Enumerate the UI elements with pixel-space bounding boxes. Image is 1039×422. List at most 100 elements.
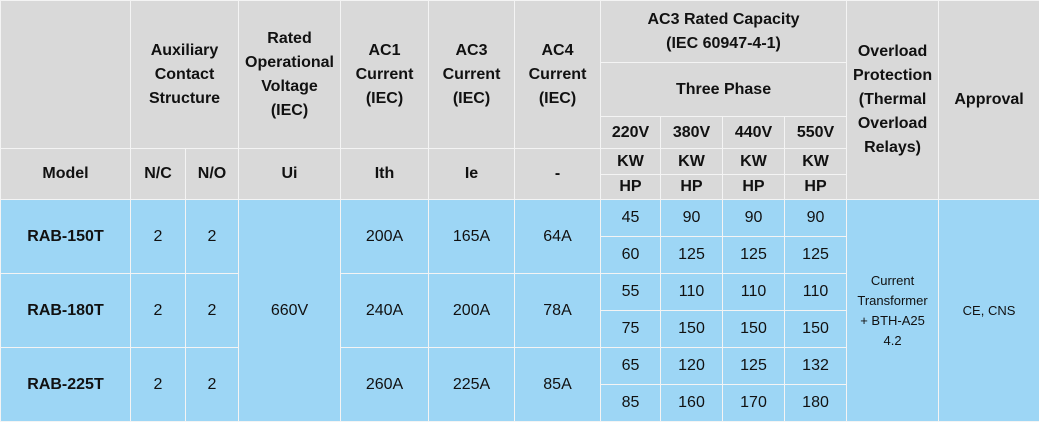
table-row: RAB-180T 2 2 240A 200A 78A 55 110 110 110	[0, 273, 1039, 348]
text-line: Contact	[154, 65, 215, 83]
table-cell: 64A	[514, 199, 601, 274]
text-line: (IEC)	[538, 89, 577, 107]
table-cell: 90	[722, 199, 785, 237]
table-cell: Ui	[238, 148, 341, 200]
table-cell: 45	[600, 199, 661, 237]
table-cell: RAB-225T	[0, 347, 131, 422]
table-row: Auxiliary Contact Structure Rated Operationa…	[0, 0, 1039, 200]
table-cell: KW	[722, 148, 785, 175]
table-row: RAB-150T 2 2 660V 200A 165A 64A 45 90 90 90 Current…	[0, 199, 1039, 422]
table-cell: Ith	[340, 148, 429, 200]
table-cell: AC3 Rated Capacity (IEC 60947-4-1)	[599, 0, 848, 63]
table-cell: 125	[722, 236, 785, 274]
table-cell: 2	[130, 273, 186, 348]
table-cell: 550V	[783, 116, 848, 149]
text-line: Current	[442, 65, 501, 83]
table-cell: 120	[660, 347, 723, 385]
table-cell: 160	[660, 384, 723, 422]
table-cell: 150	[722, 310, 785, 348]
text-line: Auxiliary	[150, 41, 219, 59]
table-cell	[0, 0, 131, 149]
table-cell: N/C	[130, 148, 186, 200]
table-row: Model N/C N/O Ui Ith Ie - KW KW KW KW	[0, 148, 1039, 200]
table-cell: 150	[660, 310, 723, 348]
table-cell: KW	[660, 148, 723, 175]
table-cell: 380V	[660, 116, 723, 149]
table-cell: 660V	[238, 199, 341, 422]
text-line: Current	[870, 272, 915, 288]
table-cell: N/O	[185, 148, 239, 200]
table-cell: AC3 Current (IEC)	[428, 0, 515, 149]
table-cell: 150	[783, 310, 848, 348]
table-cell: KW	[783, 148, 848, 175]
table-cell: 240A	[340, 273, 429, 348]
text-line: + BTH-A25	[860, 312, 925, 328]
table-cell: 260A	[340, 347, 429, 422]
text-line: (IEC)	[452, 89, 491, 107]
table-cell: 2	[130, 347, 186, 422]
table-row: 220V 380V 440V 550V	[1, 116, 1039, 149]
text-line: Relays)	[864, 139, 921, 156]
text-line: AC3 Rated Capacity	[647, 10, 800, 28]
table-cell: 75	[600, 310, 661, 348]
table-cell: 200A	[340, 199, 429, 274]
table-cell: 2	[185, 273, 239, 348]
table-cell: RAB-180T	[0, 273, 131, 348]
table-cell: 55	[600, 273, 661, 311]
table-cell: AC4 Current (IEC)	[514, 0, 601, 149]
table-row: HP HP HP HP	[1, 174, 1039, 200]
table-cell: 85	[600, 384, 661, 422]
table-row: 60 125 125 125	[1, 236, 1039, 274]
text-line: Voltage	[261, 77, 318, 95]
table-cell: Model	[0, 148, 131, 200]
table-cell: 65	[600, 347, 661, 385]
table-cell: HP	[783, 174, 848, 200]
table-cell: RAB-150T	[0, 199, 131, 274]
table-cell: Three Phase	[599, 62, 848, 117]
table-cell: 440V	[722, 116, 785, 149]
table-cell: 125	[722, 347, 785, 385]
table-cell: 2	[185, 199, 239, 274]
table-row: Three Phase	[1, 62, 1039, 117]
text-line: Overload	[857, 43, 928, 60]
table-cell: 125	[660, 236, 723, 274]
table-cell: HP	[600, 174, 661, 200]
table-cell: KW	[600, 148, 661, 175]
text-line: Protection	[852, 67, 933, 84]
text-line: (IEC 60947-4-1)	[666, 34, 781, 52]
text-line: Transformer	[857, 292, 928, 308]
table-cell: 60	[600, 236, 661, 274]
table-cell: 220V	[600, 116, 661, 149]
text-line: (IEC)	[365, 89, 404, 107]
table-cell: AC1 Current (IEC)	[340, 0, 429, 149]
table-cell: HP	[722, 174, 785, 200]
text-line: Current	[355, 65, 414, 83]
table-cell: 165A	[428, 199, 515, 274]
table-cell: Approval	[938, 0, 1039, 200]
table-row: 75 150 150 150	[1, 310, 1039, 348]
table-cell: 110	[783, 273, 848, 311]
table-cell: 90	[660, 199, 723, 237]
table-cell: 78A	[514, 273, 601, 348]
table-cell: 180	[783, 384, 848, 422]
table-header: Auxiliary Contact Structure Rated Operationa…	[0, 0, 1039, 200]
text-line: Overload	[857, 115, 928, 132]
table-cell: 225A	[428, 347, 515, 422]
table-cell: 90	[783, 199, 848, 237]
text-line: AC1	[368, 41, 401, 59]
table-cell: Overload Protection (Thermal Overload Relays…	[846, 0, 940, 200]
text-line: (Thermal	[858, 91, 927, 108]
text-line: AC3	[455, 41, 488, 59]
table-cell: 110	[722, 273, 785, 311]
table-cell: 200A	[428, 273, 515, 348]
table-row: RAB-225T 2 2 260A 225A 85A 65 120 125 132	[0, 347, 1039, 422]
table-cell: 132	[783, 347, 848, 385]
table-cell: 110	[660, 273, 723, 311]
table-cell: Ie	[428, 148, 515, 200]
text-line: (IEC)	[270, 101, 309, 119]
table-row: 85 160 170 180	[1, 384, 1039, 422]
table-cell: 125	[783, 236, 848, 274]
table-cell: 2	[130, 199, 186, 274]
text-line: AC4	[541, 41, 574, 59]
